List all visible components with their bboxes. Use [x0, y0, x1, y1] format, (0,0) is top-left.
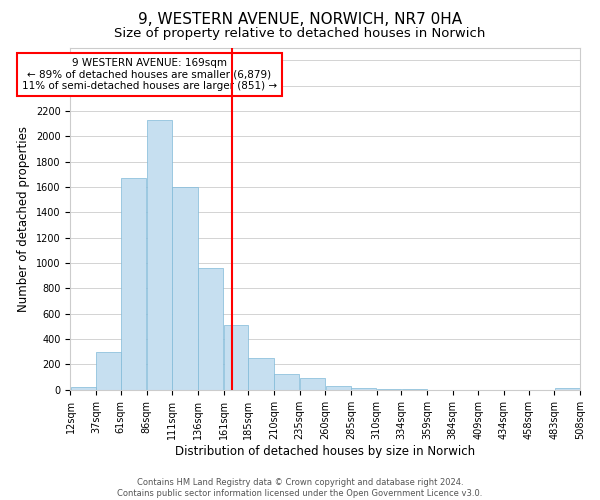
Bar	[377, 389, 401, 390]
Y-axis label: Number of detached properties: Number of detached properties	[17, 126, 31, 312]
Bar	[300, 378, 325, 390]
Bar	[172, 187, 197, 390]
Bar	[274, 374, 299, 390]
Bar	[97, 352, 121, 390]
Bar	[198, 268, 223, 390]
Bar	[224, 325, 248, 390]
Text: Contains HM Land Registry data © Crown copyright and database right 2024.
Contai: Contains HM Land Registry data © Crown c…	[118, 478, 482, 498]
Text: 9 WESTERN AVENUE: 169sqm
← 89% of detached houses are smaller (6,879)
11% of sem: 9 WESTERN AVENUE: 169sqm ← 89% of detach…	[22, 58, 277, 91]
Text: 9, WESTERN AVENUE, NORWICH, NR7 0HA: 9, WESTERN AVENUE, NORWICH, NR7 0HA	[138, 12, 462, 28]
Bar	[554, 388, 580, 390]
Bar	[121, 178, 146, 390]
Bar	[326, 386, 350, 390]
Bar	[147, 120, 172, 390]
Bar	[351, 388, 376, 390]
Bar	[71, 388, 96, 390]
Text: Size of property relative to detached houses in Norwich: Size of property relative to detached ho…	[115, 28, 485, 40]
Bar	[248, 358, 274, 390]
X-axis label: Distribution of detached houses by size in Norwich: Distribution of detached houses by size …	[175, 444, 475, 458]
